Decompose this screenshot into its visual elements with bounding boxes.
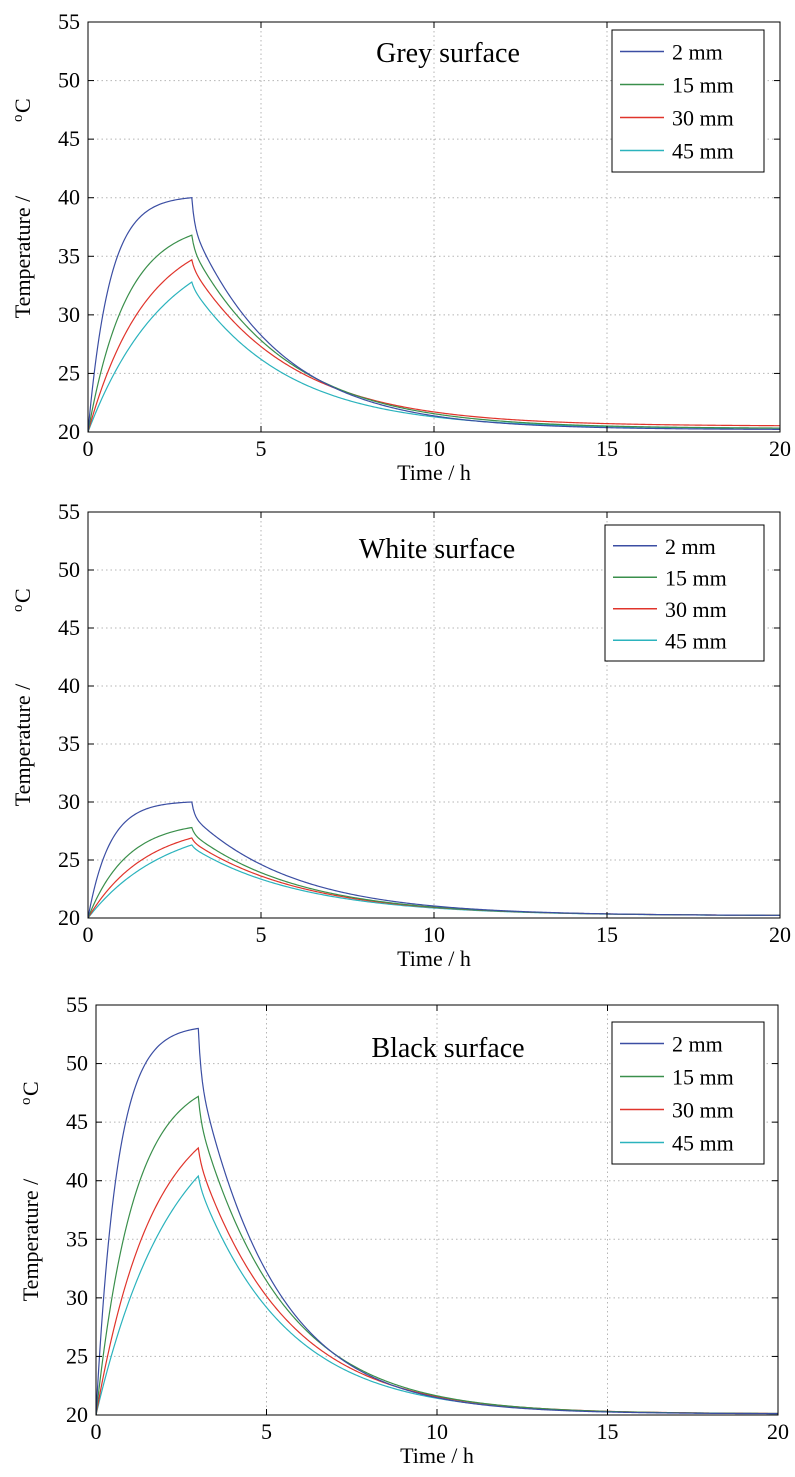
y-tick-label: 20 bbox=[58, 905, 80, 930]
x-axis-label: Time / h bbox=[400, 1443, 474, 1468]
legend-label: 2 mm bbox=[665, 534, 716, 559]
y-tick-label: 35 bbox=[58, 243, 80, 268]
x-axis-label: Time / h bbox=[397, 460, 471, 485]
legend-box bbox=[604, 524, 765, 662]
series-line-2mm bbox=[88, 197, 780, 432]
y-axis-label: Temperature / bbox=[18, 1178, 43, 1301]
legend-label: 2 mm bbox=[672, 1032, 723, 1057]
chart-panel-1: 0 5 10 15 20 20 25 30 35 40 45 50 55 Time / h Temperat… bbox=[10, 9, 791, 485]
series-group bbox=[88, 197, 780, 432]
legend-label: 45 mm bbox=[672, 139, 734, 164]
y-tick-label: 25 bbox=[58, 847, 80, 872]
chart-panel-3: 0 5 10 15 20 20 25 30 35 40 45 50 55 Time / h Temperat… bbox=[18, 992, 789, 1468]
x-tick-label: 5 bbox=[256, 922, 267, 947]
x-tick-label: 0 bbox=[83, 922, 94, 947]
x-tick-label: 10 bbox=[423, 922, 445, 947]
legend-label: 30 mm bbox=[665, 597, 727, 622]
y-axis-label: Temperature / bbox=[10, 683, 35, 806]
y-tick-label: 35 bbox=[58, 731, 80, 756]
chart-title: Grey surface bbox=[376, 38, 520, 69]
y-tick-label: 30 bbox=[58, 789, 80, 814]
y-tick-label: 50 bbox=[58, 557, 80, 582]
series-line-30mm bbox=[88, 258, 780, 432]
series-group bbox=[96, 1027, 778, 1415]
legend-box bbox=[611, 29, 765, 173]
x-tick-label: 15 bbox=[596, 922, 618, 947]
legend-label: 30 mm bbox=[672, 106, 734, 131]
chart-title: White surface bbox=[359, 534, 515, 565]
x-tick-label: 0 bbox=[91, 1419, 102, 1444]
series-line-15mm bbox=[88, 234, 780, 432]
x-tick-label: 5 bbox=[261, 1419, 272, 1444]
x-tick-label: 5 bbox=[256, 436, 267, 461]
x-axis-label: Time / h bbox=[397, 946, 471, 971]
legend-label: 15 mm bbox=[672, 73, 734, 98]
y-tick-label: 35 bbox=[66, 1226, 88, 1251]
legend-label: 2 mm bbox=[672, 40, 723, 65]
y-tick-label: 50 bbox=[58, 68, 80, 93]
y-tick-label: 40 bbox=[58, 185, 80, 210]
y-tick-label: 30 bbox=[58, 302, 80, 327]
y-axis-unit-degree: o bbox=[18, 1098, 34, 1106]
y-axis-unit-degree: o bbox=[10, 605, 26, 613]
y-axis-unit: oC bbox=[18, 1081, 43, 1105]
y-axis-unit-letter: C bbox=[10, 98, 35, 113]
x-tick-label: 20 bbox=[769, 922, 791, 947]
y-tick-label: 20 bbox=[58, 419, 80, 444]
y-tick-label: 45 bbox=[66, 1109, 88, 1134]
y-tick-label: 30 bbox=[66, 1285, 88, 1310]
x-tick-label: 20 bbox=[767, 1419, 789, 1444]
y-tick-label: 45 bbox=[58, 126, 80, 151]
legend-label: 30 mm bbox=[672, 1098, 734, 1123]
legend-label: 45 mm bbox=[665, 628, 727, 653]
y-tick-label: 20 bbox=[66, 1402, 88, 1427]
x-tick-label: 15 bbox=[596, 436, 618, 461]
y-tick-label: 50 bbox=[66, 1051, 88, 1076]
legend-box bbox=[611, 1021, 765, 1165]
legend-label: 45 mm bbox=[672, 1131, 734, 1156]
x-tick-label: 0 bbox=[83, 436, 94, 461]
y-tick-label: 55 bbox=[66, 992, 88, 1017]
y-tick-label: 55 bbox=[58, 9, 80, 34]
y-tick-label: 55 bbox=[58, 499, 80, 524]
y-axis-unit-letter: C bbox=[18, 1081, 43, 1096]
y-tick-label: 40 bbox=[58, 673, 80, 698]
y-axis-unit: oC bbox=[10, 98, 35, 122]
y-axis-unit: oC bbox=[10, 588, 35, 612]
y-tick-label: 25 bbox=[58, 360, 80, 385]
y-axis-unit-degree: o bbox=[10, 115, 26, 123]
series-line-2mm bbox=[96, 1027, 778, 1415]
legend-label: 15 mm bbox=[672, 1065, 734, 1090]
series-line-2mm bbox=[88, 801, 780, 918]
x-tick-label: 10 bbox=[423, 436, 445, 461]
y-axis-unit-letter: C bbox=[10, 588, 35, 603]
x-tick-label: 20 bbox=[769, 436, 791, 461]
y-axis-label: Temperature / bbox=[10, 195, 35, 318]
x-tick-label: 15 bbox=[597, 1419, 619, 1444]
chart-panel-2: 0 5 10 15 20 20 25 30 35 40 45 50 55 Time / h Temperat… bbox=[10, 499, 791, 971]
y-tick-label: 25 bbox=[66, 1343, 88, 1368]
x-tick-label: 10 bbox=[426, 1419, 448, 1444]
y-tick-label: 40 bbox=[66, 1168, 88, 1193]
chart-title: Black surface bbox=[371, 1033, 524, 1064]
legend-label: 15 mm bbox=[665, 565, 727, 590]
series-group bbox=[88, 801, 780, 918]
y-tick-label: 45 bbox=[58, 615, 80, 640]
